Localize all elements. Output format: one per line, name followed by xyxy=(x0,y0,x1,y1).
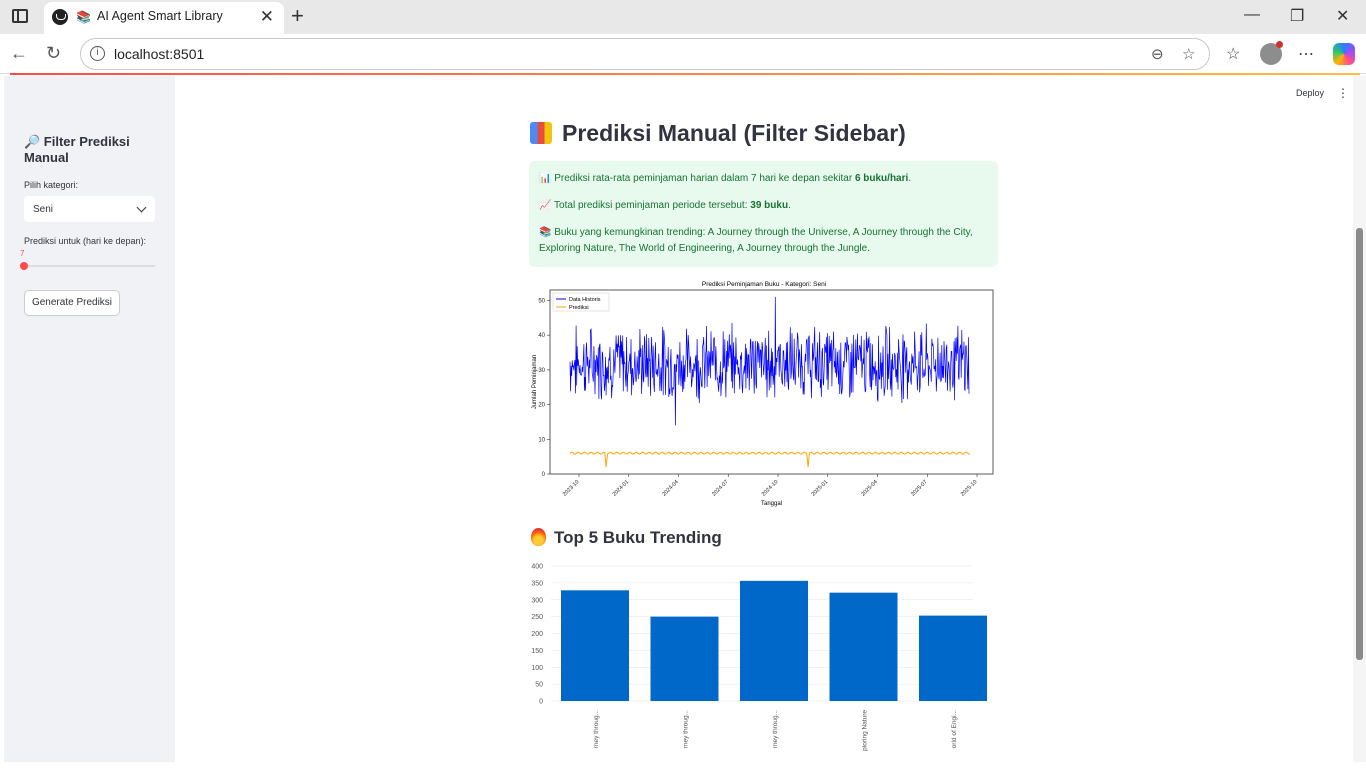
category-label: Pilih kategori: xyxy=(24,180,79,190)
sidebar: 🔎 Filter Prediksi Manual Pilih kategori:… xyxy=(4,76,175,762)
y-tick-label: 300 xyxy=(531,597,543,604)
x-tick-label: rney throug... xyxy=(772,710,779,748)
y-tick-label: 400 xyxy=(531,564,543,571)
scrollbar-thumb[interactable] xyxy=(1356,228,1363,660)
prediction-series-line xyxy=(569,451,970,468)
y-tick-label: 0 xyxy=(539,699,543,706)
fire-icon xyxy=(531,528,546,546)
zoom-icon[interactable]: ⊖ xyxy=(1151,46,1164,63)
deploy-button[interactable]: Deploy xyxy=(1296,88,1325,98)
y-tick-label: 20 xyxy=(538,403,545,409)
restore-icon[interactable]: ❐ xyxy=(1290,8,1305,25)
y-tick-label: 40 xyxy=(538,333,545,339)
minimize-icon[interactable]: — xyxy=(1244,6,1260,23)
favorite-star-icon[interactable]: ☆ xyxy=(1182,46,1196,63)
copilot-icon[interactable] xyxy=(1333,43,1355,65)
bar xyxy=(740,580,808,701)
y-tick-label: 50 xyxy=(535,682,543,689)
legend-box xyxy=(552,292,610,312)
legend-label: Data Historis xyxy=(569,297,601,303)
streamlit-favicon-icon xyxy=(52,9,68,25)
category-value: Seni xyxy=(33,204,54,215)
days-label: Prediksi untuk (hari ke depan): xyxy=(24,236,147,246)
close-icon[interactable]: ✕ xyxy=(1336,8,1350,25)
y-tick-label: 250 xyxy=(531,614,543,621)
books-icon: 📚 xyxy=(76,10,91,24)
legend-label: Prediksi xyxy=(569,305,589,311)
streamlit-top-decoration xyxy=(10,73,1360,75)
x-tick-label: rney throug... xyxy=(593,710,600,748)
site-info-icon[interactable]: i xyxy=(90,46,105,61)
main-content: Deploy ⋮ Prediksi Manual (Filter Sidebar… xyxy=(175,76,1353,762)
new-tab-icon[interactable]: + xyxy=(291,3,304,28)
url-input[interactable]: i localhost:8501 ⊖ ☆ xyxy=(80,38,1210,70)
x-tick-label: 2024-07 xyxy=(711,479,730,498)
profile-avatar-icon[interactable] xyxy=(1260,43,1282,65)
y-tick-label: 50 xyxy=(538,298,545,304)
alert-line-1: 📊 Prediksi rata-rata peminjaman harian d… xyxy=(539,173,912,184)
tab-title: AI Agent Smart Library xyxy=(97,9,223,23)
x-tick-label: 2024-01 xyxy=(612,479,631,498)
plot-area xyxy=(549,289,994,475)
historical-series-line xyxy=(569,296,970,426)
browser-tab[interactable]: 📚 AI Agent Smart Library ✕ xyxy=(44,2,284,34)
favorites-icon[interactable]: ☆ xyxy=(1226,46,1241,63)
tab-close-icon[interactable]: ✕ xyxy=(259,7,274,26)
bar xyxy=(829,592,898,701)
x-tick-label: rney throug... xyxy=(683,710,690,748)
x-tick-label: 2025-01 xyxy=(811,479,830,498)
reload-icon[interactable]: ↻ xyxy=(46,43,62,63)
x-tick-label: 2024-10 xyxy=(761,479,780,498)
prediction-line-chart: Prediksi Peminjaman Buku - Kategori: Sen… xyxy=(532,281,994,507)
page-title: Prediksi Manual (Filter Sidebar) xyxy=(530,120,906,147)
y-tick-label: 10 xyxy=(538,437,545,443)
bar xyxy=(919,615,987,701)
page-scrollbar[interactable] xyxy=(1353,76,1366,762)
more-menu-icon[interactable]: ⋯ xyxy=(1298,46,1314,63)
slider-value: 7 xyxy=(20,249,25,258)
chart-title: Prediksi Peminjaman Buku - Kategori: Sen… xyxy=(702,281,826,288)
success-alert: 📊 Prediksi rata-rata peminjaman harian d… xyxy=(529,161,998,267)
x-tick-label: 2025-07 xyxy=(910,479,929,498)
alert-line-3: 📚 Buku yang kemungkinan trending: A Jour… xyxy=(539,227,973,254)
address-bar-row: ← ↻ i localhost:8501 ⊖ ☆ ☆ ⋯ xyxy=(0,34,1366,74)
back-icon[interactable]: ← xyxy=(10,43,28,63)
bar-chart-icon xyxy=(530,122,552,144)
x-tick-label: 2023-10 xyxy=(562,479,581,498)
generate-button[interactable]: Generate Prediksi xyxy=(24,290,120,316)
y-tick-label: 200 xyxy=(531,631,543,638)
y-tick-label: 350 xyxy=(531,580,543,587)
url-text: localhost:8501 xyxy=(114,46,205,62)
days-slider-thumb[interactable] xyxy=(20,262,28,270)
chevron-down-icon xyxy=(136,202,147,213)
y-tick-label: 30 xyxy=(538,368,545,374)
main-menu-icon[interactable]: ⋮ xyxy=(1337,86,1349,100)
bar xyxy=(561,590,629,701)
x-tick-label: 2025-04 xyxy=(860,479,879,498)
y-tick-label: 0 xyxy=(542,472,546,478)
browser-tab-bar: 📚 AI Agent Smart Library ✕ + — ❐ ✕ xyxy=(0,0,1366,34)
x-axis-label: Tanggal xyxy=(761,501,782,507)
x-tick-label: orld of Engi... xyxy=(951,710,958,748)
sidebar-toggle-icon[interactable] xyxy=(12,9,28,23)
sidebar-title: 🔎 Filter Prediksi Manual xyxy=(24,134,130,165)
y-tick-label: 150 xyxy=(531,648,543,655)
days-slider-track[interactable] xyxy=(24,265,155,267)
y-tick-label: 100 xyxy=(531,665,543,672)
alert-line-2: 📈 Total prediksi peminjaman periode ters… xyxy=(539,200,791,211)
bar xyxy=(650,616,719,701)
y-axis-label: Jumlah Peminjaman xyxy=(532,355,538,409)
notification-dot xyxy=(1276,41,1283,48)
category-select[interactable]: Seni xyxy=(24,196,155,222)
x-tick-label: 2025-10 xyxy=(960,479,979,498)
x-tick-label: 2024-04 xyxy=(661,479,680,498)
trending-bar-chart: 0 50 100 150 200 250 300 350 400 rney throug... rn… xyxy=(531,564,987,751)
trending-title: Top 5 Buku Trending xyxy=(531,528,722,548)
x-tick-label: ploring Nature xyxy=(862,710,869,751)
